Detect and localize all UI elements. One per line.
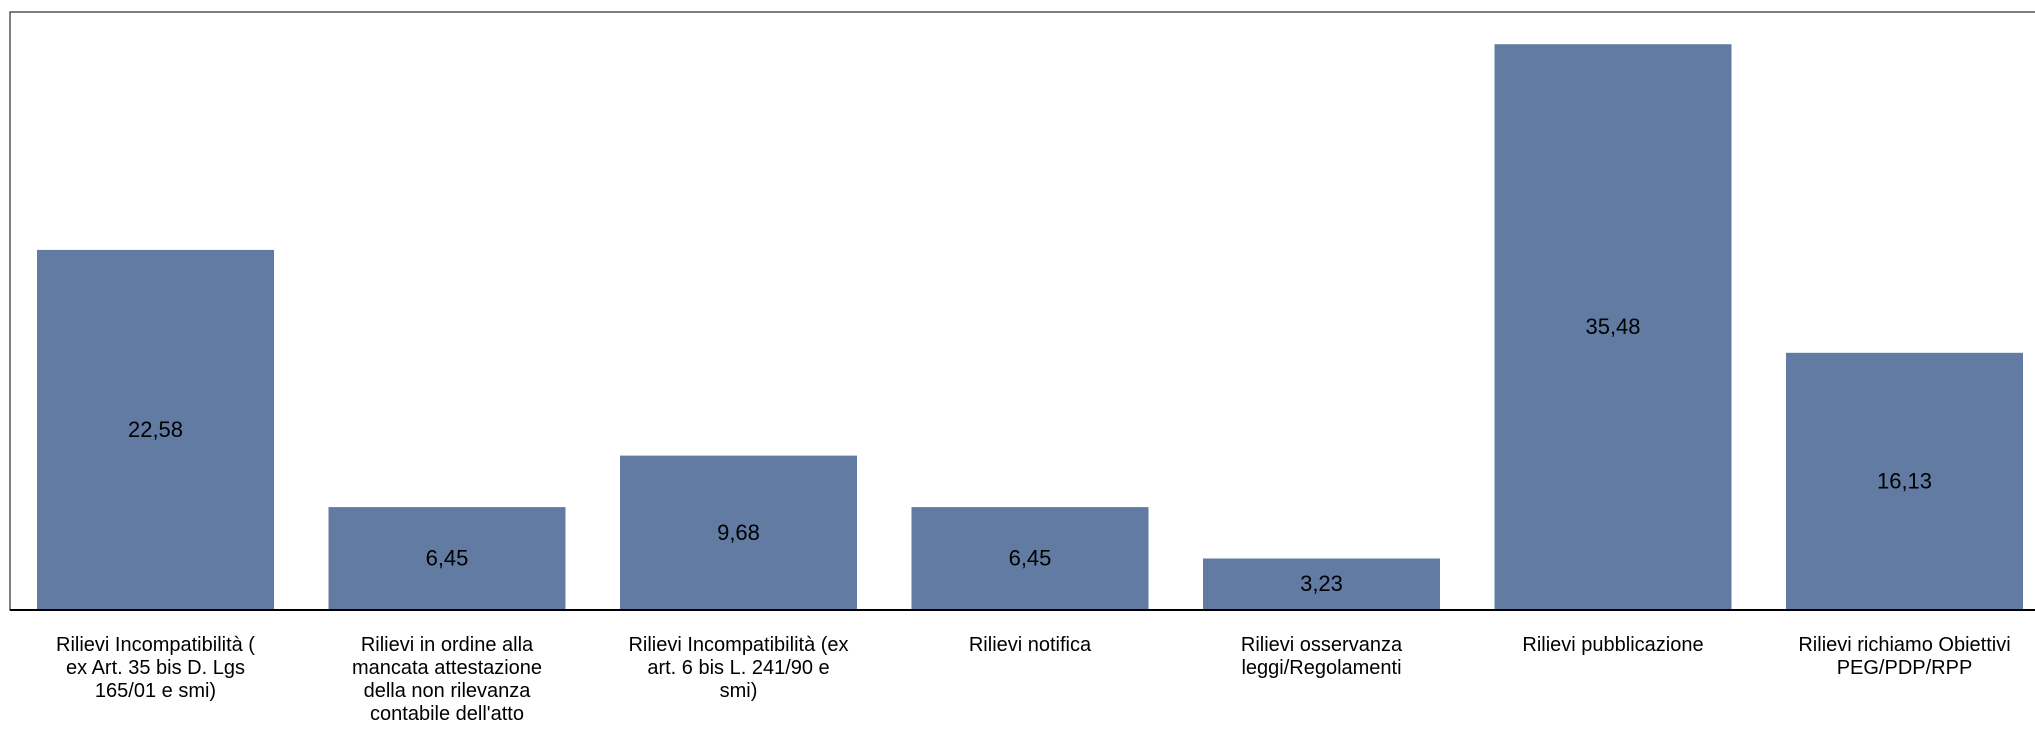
bar-7 [1786,352,2023,610]
bar-2 [328,507,566,610]
bar-4 [911,507,1149,610]
category-label-line: ex Art. 35 bis D. Lgs [66,657,245,679]
category-label-line: della non rilevanza [364,680,532,702]
category-label-line: art. 6 bis L. 241/90 e [647,657,829,679]
category-label-1: Rilievi Incompatibilità (ex Art. 35 bis … [56,634,255,702]
category-label-line: Rilievi Incompatibilità ( [56,634,255,656]
category-label-line: Rilievi osservanza [1241,634,1403,656]
data-label-7: 16,13 [1877,468,1932,493]
data-label-5: 3,23 [1300,571,1343,596]
category-label-line: Rilievi Incompatibilità (ex [628,634,848,656]
category-label-line: PEG/PDP/RPP [1837,657,1973,679]
category-label-2: Rilievi in ordine alla mancata attestazio… [352,634,542,725]
bar-6 [1494,44,1732,610]
bar-3 [620,455,857,610]
category-label-line: 165/01 e smi) [95,680,216,702]
category-label-5: Rilievi osservanza leggi/Regolamenti [1241,634,1403,679]
category-labels-layer: Rilievi Incompatibilità (ex Art. 35 bis … [56,634,2011,725]
bars-layer [37,44,2023,610]
data-label-3: 9,68 [717,520,760,545]
category-label-line: Rilievi richiamo Obiettivi [1798,634,2010,656]
category-label-4: Rilievi notifica [969,634,1092,656]
bar-5 [1203,558,1440,610]
bar-1 [37,249,274,610]
category-label-line: smi) [720,680,758,702]
category-label-line: mancata attestazione [352,657,542,679]
category-label-line: contabile dell'atto [370,703,524,725]
category-label-7: Rilievi richiamo Obiettivi PEG/PDP/RPP [1798,634,2010,679]
category-label-3: Rilievi Incompatibilità (ex art. 6 bis L.… [628,634,848,702]
category-label-line: Rilievi pubblicazione [1522,634,1703,656]
category-label-line: Rilievi in ordine alla [361,634,534,656]
data-label-4: 6,45 [1009,546,1052,571]
category-label-line: leggi/Regolamenti [1241,657,1401,679]
category-label-line: Rilievi notifica [969,634,1092,656]
data-label-1: 22,58 [128,417,183,442]
value-labels-layer: 22,58 6,45 9,68 6,45 3,23 35,48 16,13 [128,314,1932,596]
category-label-6: Rilievi pubblicazione [1522,634,1703,656]
data-label-6: 35,48 [1585,314,1640,339]
data-label-2: 6,45 [426,546,469,571]
